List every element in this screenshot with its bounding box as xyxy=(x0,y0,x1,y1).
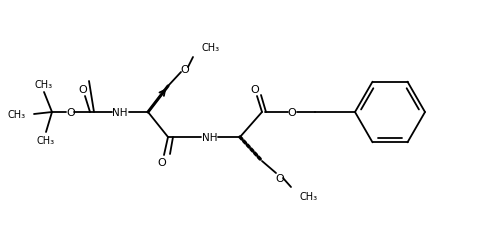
Text: CH₃: CH₃ xyxy=(35,80,53,90)
Text: CH₃: CH₃ xyxy=(299,191,317,201)
Text: CH₃: CH₃ xyxy=(8,110,26,119)
Text: O: O xyxy=(287,108,296,117)
Text: O: O xyxy=(276,173,284,183)
Text: CH₃: CH₃ xyxy=(201,43,219,53)
Text: NH: NH xyxy=(202,132,218,142)
Text: O: O xyxy=(250,85,259,94)
Text: O: O xyxy=(78,85,87,94)
Text: O: O xyxy=(67,108,75,117)
Text: O: O xyxy=(158,157,166,167)
Text: CH₃: CH₃ xyxy=(37,135,55,145)
Text: NH: NH xyxy=(112,108,128,117)
Text: O: O xyxy=(180,65,189,75)
